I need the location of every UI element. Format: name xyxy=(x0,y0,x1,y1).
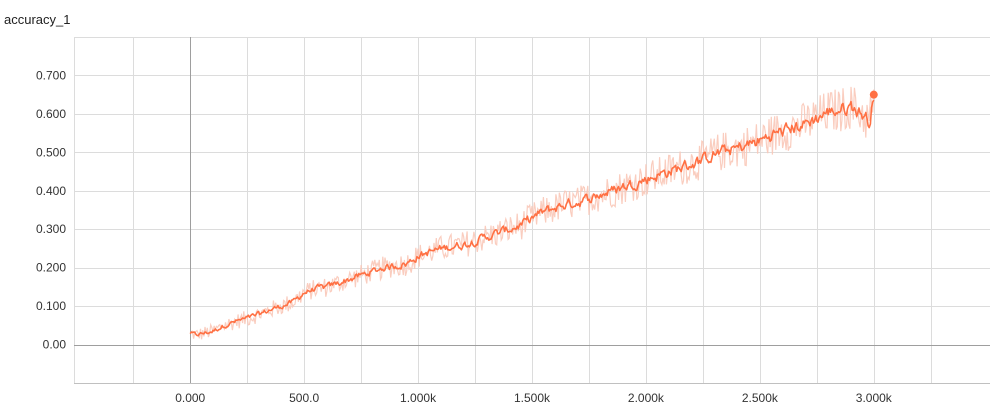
data-point-0-56 xyxy=(816,117,817,118)
y-tick-label-5: 0.500 xyxy=(36,145,66,159)
data-point-0-24 xyxy=(452,246,453,247)
axes xyxy=(74,37,990,384)
data-point-0-37 xyxy=(600,194,601,195)
data-point-0-48 xyxy=(725,150,726,151)
data-point-0-25 xyxy=(463,244,464,245)
data-point-0-6 xyxy=(247,318,248,319)
tick-labels: 0.00 0.100 0.200 0.300 0.400 0.500 0.600 0.700 0… xyxy=(36,68,893,405)
data-point-0-28 xyxy=(497,233,498,234)
data-point-0-59 xyxy=(851,106,852,107)
x-tick-label-1: 500.0 xyxy=(289,391,319,405)
data-point-0-36 xyxy=(588,198,589,199)
data-point-0-2 xyxy=(201,333,202,334)
data-point-0-13 xyxy=(326,286,327,287)
data-point-0-29 xyxy=(509,229,510,230)
series-raw-line-0 xyxy=(189,86,875,340)
grid-lines xyxy=(74,37,990,383)
data-point-0-47 xyxy=(714,154,715,155)
data-point-0-52 xyxy=(771,135,772,136)
x-tick-label-3: 1.500k xyxy=(514,391,551,405)
data-point-0-46 xyxy=(702,160,703,161)
y-tick-label-4: 0.400 xyxy=(36,184,66,198)
data-point-0-1 xyxy=(195,334,196,335)
data-point-0-40 xyxy=(634,183,635,184)
data-point-0-10 xyxy=(292,302,293,303)
data-point-0-60 xyxy=(862,113,863,114)
data-point-0-32 xyxy=(543,211,544,212)
data-point-0-3 xyxy=(212,331,213,332)
data-point-0-38 xyxy=(611,190,612,191)
data-point-0-42 xyxy=(657,175,658,176)
data-point-0-49 xyxy=(737,148,738,149)
x-tick-label-4: 2.000k xyxy=(628,391,665,405)
x-tick-label-5: 2.500k xyxy=(742,391,779,405)
data-point-0-50 xyxy=(748,144,749,145)
y-tick-label-7: 0.700 xyxy=(36,68,66,82)
data-point-0-39 xyxy=(623,186,624,187)
data-point-0-51 xyxy=(759,140,760,141)
data-point-0-0 xyxy=(190,333,191,334)
data-point-0-18 xyxy=(383,267,384,268)
x-tick-label-6: 3.000k xyxy=(856,391,893,405)
data-point-0-15 xyxy=(349,279,350,280)
x-tick-label-0: 0.000 xyxy=(175,391,205,405)
data-point-0-35 xyxy=(577,202,578,203)
data-point-0-17 xyxy=(372,271,373,272)
data-point-0-30 xyxy=(520,225,521,226)
data-point-0-61 xyxy=(869,121,870,122)
data-point-0-20 xyxy=(406,263,407,264)
data-point-0-22 xyxy=(429,252,430,253)
data-point-0-7 xyxy=(258,314,259,315)
chart-title: accuracy_1 xyxy=(4,12,70,27)
series-line-0 xyxy=(189,99,875,337)
x-tick-label-2: 1.000k xyxy=(400,391,437,405)
data-point-0-11 xyxy=(304,292,305,293)
series-end-marker-0[interactable] xyxy=(869,90,878,99)
data-point-0-8 xyxy=(269,309,270,310)
y-tick-label-1: 0.100 xyxy=(36,299,66,313)
data-point-0-57 xyxy=(828,111,829,112)
data-point-0-55 xyxy=(805,123,806,124)
data-point-0-9 xyxy=(281,306,282,307)
data-point-0-43 xyxy=(668,171,669,172)
data-point-0-14 xyxy=(338,283,339,284)
data-point-0-27 xyxy=(486,236,487,237)
data-point-0-34 xyxy=(566,204,567,205)
y-tick-label-3: 0.300 xyxy=(36,222,66,236)
data-point-0-54 xyxy=(794,127,795,128)
data-point-0-12 xyxy=(315,288,316,289)
data-point-0-31 xyxy=(532,217,533,218)
data-point-0-26 xyxy=(475,240,476,241)
data-point-0-21 xyxy=(418,256,419,257)
data-point-0-53 xyxy=(782,131,783,132)
y-tick-label-6: 0.600 xyxy=(36,107,66,121)
y-tick-label-2: 0.200 xyxy=(36,261,66,275)
data-point-0-44 xyxy=(680,167,681,168)
data-point-0-19 xyxy=(395,265,396,266)
data-point-0-4 xyxy=(224,325,225,326)
data-point-0-41 xyxy=(645,179,646,180)
series-layer xyxy=(189,90,878,337)
data-point-0-33 xyxy=(554,208,555,209)
data-point-0-16 xyxy=(361,275,362,276)
data-point-0-45 xyxy=(691,163,692,164)
data-point-0-5 xyxy=(235,321,236,322)
y-tick-label-0: 0.00 xyxy=(43,338,67,352)
raw-series-band xyxy=(189,86,875,340)
data-point-0-23 xyxy=(440,248,441,249)
data-point-0-58 xyxy=(839,110,840,111)
